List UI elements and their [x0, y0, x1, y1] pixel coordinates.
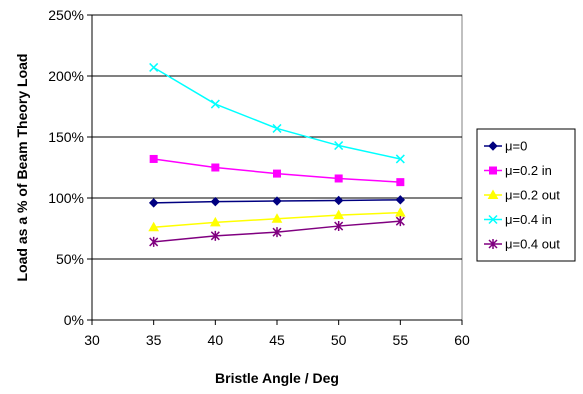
data-point	[272, 196, 282, 206]
x-tick-label: 55	[393, 332, 409, 348]
data-point	[148, 221, 160, 232]
data-point	[271, 213, 283, 223]
data-point	[396, 178, 405, 187]
series-group	[148, 62, 406, 247]
legend-entry: μ=0.4 out	[484, 237, 560, 252]
data-point	[209, 216, 221, 227]
series-1	[149, 154, 405, 187]
data-point	[334, 141, 344, 151]
legend: μ=0 μ=0.2 in μ=0.2 out μ=0.4 in μ=0.4 out	[476, 128, 576, 262]
y-axis-title: Load as a % of Beam Theory Load	[14, 54, 30, 282]
x-axis-title: Bristle Angle / Deg	[215, 370, 339, 386]
series-3	[149, 62, 405, 164]
data-point	[149, 62, 159, 72]
legend-entry: μ=0.2 in	[484, 163, 552, 178]
data-point	[272, 123, 282, 133]
series-2	[148, 207, 406, 232]
y-tick-label: 150%	[48, 129, 84, 145]
data-point	[395, 195, 406, 205]
x-tick-label: 30	[84, 332, 100, 348]
y-tick-label: 100%	[48, 190, 84, 206]
legend-entry: μ=0	[484, 139, 527, 154]
legend-swatch-marker	[488, 239, 498, 249]
legend-swatch-marker	[489, 166, 497, 175]
x-tick-label: 60	[454, 332, 470, 348]
legend-label: μ=0.4 out	[505, 237, 560, 252]
axes: 0% 50% 100% 150% 200% 250% 30 35 40 45 50 55 60	[48, 7, 470, 348]
series-0	[148, 195, 406, 208]
y-tick-label: 0%	[64, 312, 84, 328]
data-point	[333, 195, 344, 206]
x-tick-label: 50	[331, 332, 347, 348]
data-point	[149, 236, 159, 247]
y-tick-label: 250%	[48, 7, 84, 23]
legend-swatch-marker	[487, 189, 499, 199]
legend-entry: μ=0.4 in	[484, 212, 552, 227]
legend-swatch-marker	[488, 214, 498, 225]
data-point	[395, 216, 405, 227]
x-tick-label: 40	[208, 332, 224, 348]
data-point	[211, 163, 220, 172]
legend-label: μ=0.2 out	[505, 188, 560, 203]
legend-label: μ=0.2 in	[505, 163, 552, 178]
data-point	[395, 154, 405, 164]
y-tick-label: 50%	[56, 251, 84, 267]
x-tick-label: 45	[269, 332, 285, 348]
legend-entry: μ=0.2 out	[484, 188, 560, 203]
plot-area	[91, 14, 463, 321]
data-point	[210, 196, 221, 207]
x-tick-label: 35	[146, 332, 162, 348]
data-point	[333, 209, 345, 220]
data-point	[210, 99, 220, 109]
data-point	[272, 227, 282, 238]
data-point	[149, 154, 158, 163]
data-point	[273, 169, 281, 178]
data-point	[148, 198, 159, 208]
data-point	[334, 221, 344, 232]
series-4	[149, 216, 405, 247]
legend-swatch-marker	[488, 141, 498, 151]
data-point	[334, 174, 343, 183]
data-point	[394, 207, 406, 217]
legend-label: μ=0.4 in	[505, 212, 552, 227]
data-point	[210, 230, 220, 241]
legend-label: μ=0	[505, 139, 527, 154]
y-tick-label: 200%	[48, 68, 84, 84]
